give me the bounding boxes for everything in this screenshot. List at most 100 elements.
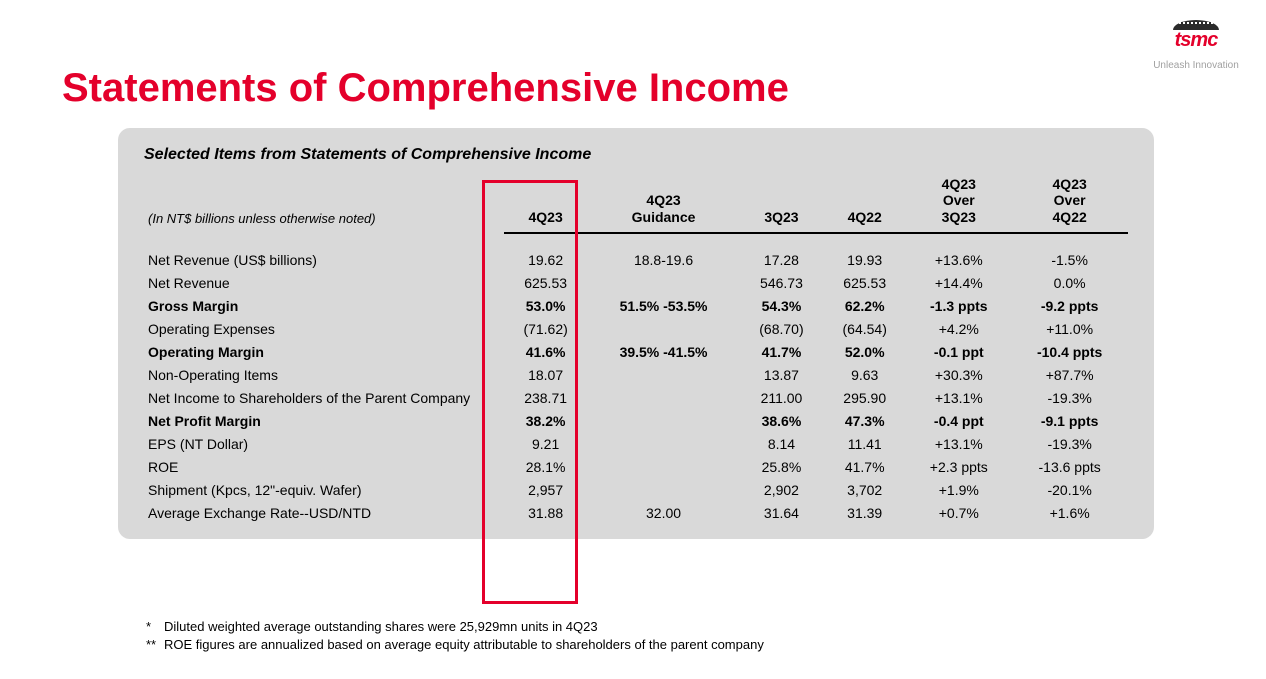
cell-4q23: 19.62 <box>504 249 587 272</box>
row-label: Shipment (Kpcs, 12"-equiv. Wafer) <box>144 479 504 502</box>
table-row: Operating Margin41.6%39.5% -41.5%41.7%52… <box>144 341 1128 364</box>
table-row: Operating Expenses(71.62)(68.70)(64.54)+… <box>144 318 1128 341</box>
row-label: Average Exchange Rate--USD/NTD <box>144 502 504 525</box>
row-label: Operating Margin <box>144 341 504 364</box>
cell-4q23: 28.1% <box>504 456 587 479</box>
table-row: Net Profit Margin38.2% 38.6%47.3%-0.4 ppt… <box>144 410 1128 433</box>
cell-over-3q23: +13.1% <box>906 387 1011 410</box>
cell-4q22: 11.41 <box>823 433 906 456</box>
brand-logo-block: tsmc Unleash Innovation <box>1146 20 1246 71</box>
cell-over-4q22: -1.5% <box>1011 249 1128 272</box>
cell-over-3q23: +1.9% <box>906 479 1011 502</box>
cell-4q23: 53.0% <box>504 295 587 318</box>
row-label: Operating Expenses <box>144 318 504 341</box>
cell-over-3q23: +13.6% <box>906 249 1011 272</box>
cell-over-3q23: -0.4 ppt <box>906 410 1011 433</box>
cell-guidance: 51.5% -53.5% <box>587 295 740 318</box>
cell-over-3q23: +2.3 ppts <box>906 456 1011 479</box>
cell-4q22: 62.2% <box>823 295 906 318</box>
cell-3q23: 17.28 <box>740 249 823 272</box>
cell-guidance: 39.5% -41.5% <box>587 341 740 364</box>
cell-3q23: 546.73 <box>740 272 823 295</box>
income-panel: Selected Items from Statements of Compre… <box>118 128 1154 539</box>
cell-over-3q23: -0.1 ppt <box>906 341 1011 364</box>
cell-guidance <box>587 272 740 295</box>
page-title: Statements of Comprehensive Income <box>62 66 789 111</box>
col-4q23: 4Q23 <box>504 172 587 233</box>
panel-heading: Selected Items from Statements of Compre… <box>144 146 1128 164</box>
cell-over-4q22: -10.4 ppts <box>1011 341 1128 364</box>
wafer-icon <box>1173 20 1219 30</box>
cell-over-4q22: +11.0% <box>1011 318 1128 341</box>
cell-4q23: 2,957 <box>504 479 587 502</box>
row-label: Non-Operating Items <box>144 364 504 387</box>
table-row: Net Income to Shareholders of the Parent… <box>144 387 1128 410</box>
cell-4q22: 19.93 <box>823 249 906 272</box>
col-over-4q22: 4Q23Over4Q22 <box>1011 172 1128 233</box>
cell-guidance <box>587 410 740 433</box>
table-row: Net Revenue625.53546.73625.53+14.4%0.0% <box>144 272 1128 295</box>
row-label: EPS (NT Dollar) <box>144 433 504 456</box>
cell-guidance <box>587 387 740 410</box>
income-table-body: Net Revenue (US$ billions)19.6218.8-19.6… <box>144 233 1128 525</box>
cell-over-3q23: -1.3 ppts <box>906 295 1011 318</box>
table-row: Average Exchange Rate--USD/NTD31.8832.00… <box>144 502 1128 525</box>
row-label: Net Profit Margin <box>144 410 504 433</box>
cell-3q23: 25.8% <box>740 456 823 479</box>
cell-over-3q23: +14.4% <box>906 272 1011 295</box>
cell-over-4q22: +87.7% <box>1011 364 1128 387</box>
cell-3q23: (68.70) <box>740 318 823 341</box>
table-header-row: (In NT$ billions unless otherwise noted)… <box>144 172 1128 233</box>
cell-guidance <box>587 364 740 387</box>
cell-over-4q22: -19.3% <box>1011 387 1128 410</box>
cell-over-4q22: -9.2 ppts <box>1011 295 1128 318</box>
cell-4q23: 625.53 <box>504 272 587 295</box>
cell-3q23: 211.00 <box>740 387 823 410</box>
cell-3q23: 41.7% <box>740 341 823 364</box>
table-row: Net Revenue (US$ billions)19.6218.8-19.6… <box>144 249 1128 272</box>
cell-4q22: 9.63 <box>823 364 906 387</box>
cell-over-3q23: +0.7% <box>906 502 1011 525</box>
cell-3q23: 13.87 <box>740 364 823 387</box>
cell-over-4q22: -13.6 ppts <box>1011 456 1128 479</box>
cell-4q22: 295.90 <box>823 387 906 410</box>
cell-over-4q22: -9.1 ppts <box>1011 410 1128 433</box>
income-table: (In NT$ billions unless otherwise noted)… <box>144 172 1128 525</box>
row-label: ROE <box>144 456 504 479</box>
cell-4q22: 31.39 <box>823 502 906 525</box>
cell-4q22: 47.3% <box>823 410 906 433</box>
footnote-1: *Diluted weighted average outstanding sh… <box>146 618 764 636</box>
row-label: Net Income to Shareholders of the Parent… <box>144 387 504 410</box>
unit-note: (In NT$ billions unless otherwise noted) <box>144 172 504 233</box>
brand-tagline: Unleash Innovation <box>1146 60 1246 71</box>
cell-over-4q22: -20.1% <box>1011 479 1128 502</box>
cell-over-4q22: -19.3% <box>1011 433 1128 456</box>
col-over-3q23: 4Q23Over3Q23 <box>906 172 1011 233</box>
cell-guidance <box>587 318 740 341</box>
footnotes: *Diluted weighted average outstanding sh… <box>146 618 764 654</box>
row-label: Gross Margin <box>144 295 504 318</box>
cell-guidance <box>587 433 740 456</box>
cell-4q22: 625.53 <box>823 272 906 295</box>
cell-over-3q23: +30.3% <box>906 364 1011 387</box>
cell-over-3q23: +4.2% <box>906 318 1011 341</box>
brand-logo: tsmc <box>1166 20 1226 56</box>
cell-4q23: 41.6% <box>504 341 587 364</box>
table-row: Shipment (Kpcs, 12"-equiv. Wafer)2,9572,… <box>144 479 1128 502</box>
cell-guidance <box>587 479 740 502</box>
cell-4q23: (71.62) <box>504 318 587 341</box>
col-4q22: 4Q22 <box>823 172 906 233</box>
cell-4q23: 38.2% <box>504 410 587 433</box>
col-3q23: 3Q23 <box>740 172 823 233</box>
table-row: EPS (NT Dollar)9.218.1411.41+13.1%-19.3% <box>144 433 1128 456</box>
cell-guidance: 32.00 <box>587 502 740 525</box>
cell-over-3q23: +13.1% <box>906 433 1011 456</box>
cell-4q23: 31.88 <box>504 502 587 525</box>
table-row: Gross Margin53.0%51.5% -53.5%54.3%62.2%-… <box>144 295 1128 318</box>
cell-4q23: 18.07 <box>504 364 587 387</box>
table-row: Non-Operating Items18.07 13.879.63+30.3%+… <box>144 364 1128 387</box>
row-label: Net Revenue <box>144 272 504 295</box>
row-label: Net Revenue (US$ billions) <box>144 249 504 272</box>
cell-3q23: 38.6% <box>740 410 823 433</box>
table-row: ROE28.1%25.8%41.7%+2.3 ppts-13.6 ppts <box>144 456 1128 479</box>
